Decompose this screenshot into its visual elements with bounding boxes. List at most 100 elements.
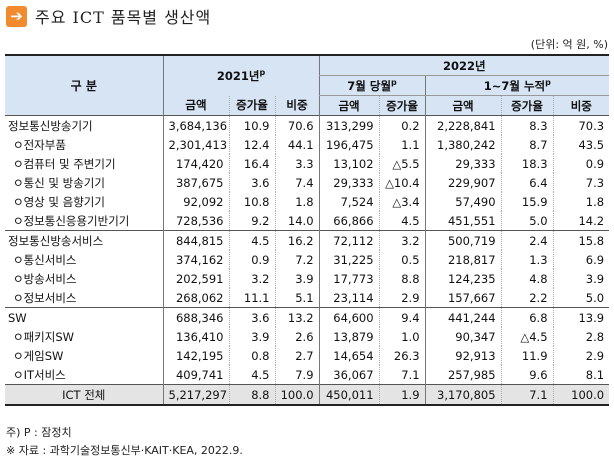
cell-growth-cum: 9.6 (500, 365, 554, 385)
cell-amount-2021: 5,217,297 (162, 384, 229, 406)
row-label: ㅇ정보통신응용기반기기 (13, 213, 130, 228)
row-label: ㅇ통신서비스 (13, 252, 77, 267)
cell-growth-july: 7.1 (378, 365, 426, 385)
cell-amount-july: 31,225 (318, 250, 380, 269)
cell-share-2021: 3.9 (274, 269, 320, 288)
cell-growth-cum: 18.3 (500, 154, 554, 173)
cell-growth-cum: 2.4 (500, 230, 554, 250)
cell-amount-cum: 57,490 (424, 192, 502, 211)
cell-growth-july: △5.5 (378, 154, 426, 173)
cell-growth-2021: 9.2 (228, 211, 275, 231)
cell-growth-july: 9.4 (378, 307, 426, 327)
header-2022: 2022년 (318, 54, 610, 76)
cell-growth-2021: 4.5 (228, 365, 275, 385)
header-2021: 2021년p (162, 54, 320, 96)
cell-share-2021: 14.0 (274, 211, 320, 231)
cell-growth-july: 1.9 (378, 384, 426, 406)
cell-amount-2021: 2,301,413 (162, 135, 229, 154)
table-header: 구 분 2021년p 2022년 7월 당월p 1~7월 누적p 금액 증가율 … (5, 54, 610, 116)
cell-amount-2021: 202,591 (162, 269, 229, 288)
cell-growth-2021: 3.2 (228, 269, 275, 288)
cell-growth-2021: 11.1 (228, 288, 275, 308)
cell-amount-july: 66,866 (318, 211, 380, 231)
cell-amount-july: 450,011 (318, 384, 380, 406)
cell-share-cum: 2.8 (552, 327, 610, 346)
cell-growth-july: 1.1 (378, 135, 426, 154)
cell-growth-july: △10.4 (378, 173, 426, 192)
cell-amount-cum: 451,551 (424, 211, 502, 231)
cell-amount-2021: 409,741 (162, 365, 229, 385)
cell-growth-2021: 8.8 (228, 384, 275, 406)
cell-amount-july: 23,114 (318, 288, 380, 308)
cell-growth-cum: △4.5 (500, 327, 554, 346)
table-row: ㅇIT서비스 409,741 4.5 7.9 36,067 7.1 257,985 9.6 8.… (5, 365, 610, 385)
cell-share-2021: 44.1 (274, 135, 320, 154)
footnote-source: ※ 자료 : 과학기술정보통신부·KAIT·KEA, 2022.9. (6, 444, 243, 457)
cell-amount-cum: 257,985 (424, 365, 502, 385)
cell-share-cum: 100.0 (552, 384, 610, 406)
cell-amount-2021: 844,815 (162, 230, 229, 250)
row-label: ㅇ정보서비스 (13, 290, 77, 305)
row-label: ㅇ컴퓨터 및 주변기기 (13, 156, 116, 171)
header-growth: 증가율 (378, 95, 426, 116)
cell-share-2021: 2.6 (274, 327, 320, 346)
cell-growth-2021: 0.8 (228, 346, 275, 365)
table-row: SW 688,346 3.6 13.2 64,600 9.4 441,244 6.8 13.9 (5, 307, 610, 327)
cell-amount-july: 17,773 (318, 269, 380, 288)
row-label: ㅇ방송서비스 (13, 271, 77, 286)
table-row: ㅇ방송서비스 202,591 3.2 3.9 17,773 8.8 124,235 4.8 3.… (5, 269, 610, 288)
cell-growth-2021: 4.5 (228, 230, 275, 250)
cell-amount-2021: 3,684,136 (162, 115, 229, 135)
cell-share-cum: 5.0 (552, 288, 610, 308)
cell-growth-july: 2.9 (378, 288, 426, 308)
cell-amount-2021: 688,346 (162, 307, 229, 327)
cell-amount-2021: 728,536 (162, 211, 229, 231)
cell-growth-cum: 1.3 (500, 250, 554, 269)
cell-growth-july: 0.2 (378, 115, 426, 135)
cell-growth-2021: 0.9 (228, 250, 275, 269)
production-table: 구 분 2021년p 2022년 7월 당월p 1~7월 누적p 금액 증가율 … (5, 54, 610, 406)
cell-growth-july: 1.0 (378, 327, 426, 346)
cell-growth-july: △3.4 (378, 192, 426, 211)
cell-growth-july: 0.5 (378, 250, 426, 269)
cell-growth-2021: 16.4 (228, 154, 275, 173)
cell-growth-2021: 10.8 (228, 192, 275, 211)
table-row: ㅇ패키지SW 136,410 3.9 2.6 13,879 1.0 90,347 △4.5 2.… (5, 327, 610, 346)
cell-amount-july: 13,102 (318, 154, 380, 173)
cell-share-cum: 7.3 (552, 173, 610, 192)
cell-share-2021: 13.2 (274, 307, 320, 327)
row-label: ㅇ게임SW (13, 348, 64, 363)
row-label: 정보통신방송서비스 (5, 230, 163, 250)
header-share: 비중 (274, 95, 320, 116)
total-row: ICT 전체 5,217,297 8.8 100.0 450,011 1.9 3,170,8… (5, 384, 610, 406)
cell-growth-cum: 7.1 (500, 384, 554, 406)
table-row: ㅇ게임SW 142,195 0.8 2.7 14,654 26.3 92,913 11.9 2.… (5, 346, 610, 365)
header-growth: 증가율 (228, 95, 275, 116)
cell-share-2021: 5.1 (274, 288, 320, 308)
unit-label: (단위: 억 원, %) (530, 38, 608, 51)
cell-growth-july: 8.8 (378, 269, 426, 288)
header-amount: 금액 (162, 95, 229, 116)
cell-growth-cum: 5.0 (500, 211, 554, 231)
cell-growth-2021: 12.4 (228, 135, 275, 154)
cell-growth-2021: 3.6 (228, 173, 275, 192)
cell-growth-cum: 6.4 (500, 173, 554, 192)
cell-growth-cum: 15.9 (500, 192, 554, 211)
row-label: ㅇ통신 및 방송기기 (13, 175, 105, 190)
header-category: 구 분 (5, 54, 163, 116)
cell-amount-cum: 92,913 (424, 346, 502, 365)
cell-amount-cum: 229,907 (424, 173, 502, 192)
cell-amount-2021: 268,062 (162, 288, 229, 308)
cell-amount-july: 64,600 (318, 307, 380, 327)
table-row: 정보통신방송서비스 844,815 4.5 16.2 72,112 3.2 500,719 2… (5, 230, 610, 250)
header-share: 비중 (552, 95, 610, 116)
cell-growth-july: 26.3 (378, 346, 426, 365)
table-row: 정보통신방송기기 3,684,136 10.9 70.6 313,299 0.2 2,228… (5, 115, 610, 135)
cell-growth-2021: 3.9 (228, 327, 275, 346)
cell-share-2021: 70.6 (274, 115, 320, 135)
header-amount: 금액 (318, 95, 380, 116)
cell-amount-2021: 92,092 (162, 192, 229, 211)
cell-amount-july: 13,879 (318, 327, 380, 346)
cell-amount-cum: 2,228,841 (424, 115, 502, 135)
arrow-right-icon: ➔ (6, 5, 27, 27)
